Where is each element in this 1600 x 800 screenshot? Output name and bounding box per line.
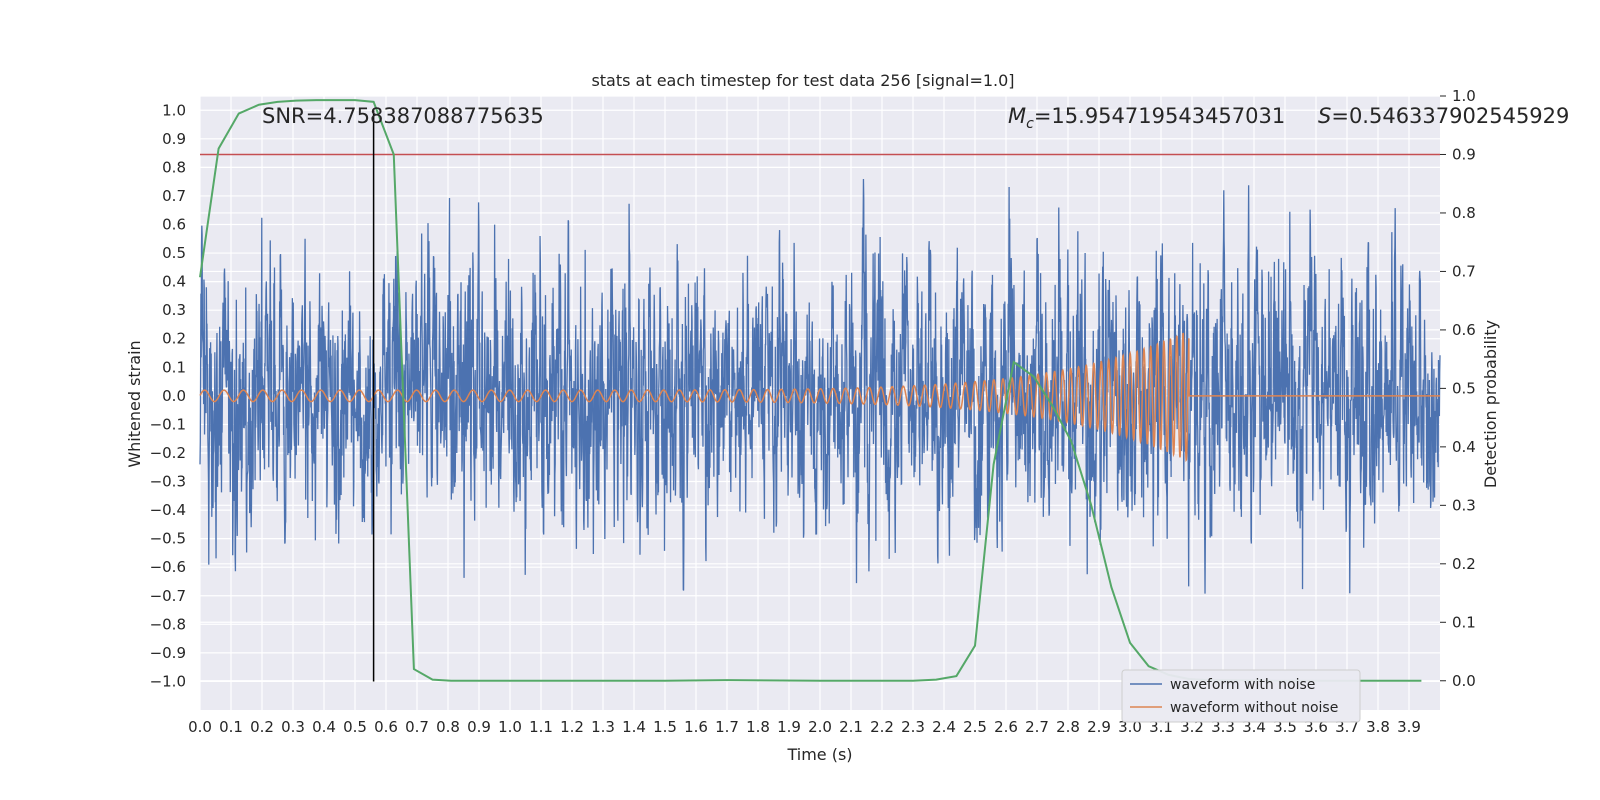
- x-tick-label: 0.4: [312, 718, 336, 736]
- y-tick-label-right: 0.3: [1452, 496, 1476, 514]
- x-axis-label: Time (s): [786, 745, 852, 764]
- x-tick-label: 2.3: [901, 718, 925, 736]
- x-tick-label: 0.9: [467, 718, 491, 736]
- left-y-axis-ticks: 1.0 0.9 0.8 0.7 0.6 0.5 0.4 0.3 0.2 0.1 0.0 −0.1 −0.…: [150, 101, 186, 690]
- y-tick-label-left: −0.6: [150, 558, 186, 576]
- y-tick-label-left: −0.7: [150, 587, 186, 605]
- y-tick-label-left: −0.4: [150, 501, 186, 519]
- x-tick-label: 2.1: [839, 718, 863, 736]
- x-tick-label: 1.8: [746, 718, 770, 736]
- detection-probability-series: [199, 99, 1422, 682]
- y-tick-label-right: 0.8: [1452, 204, 1476, 222]
- chirp-mass-value: =15.954719543457031: [1034, 104, 1285, 128]
- x-tick-label: 0.0: [188, 718, 212, 736]
- y-tick-label-left: 0.1: [162, 358, 186, 376]
- x-tick-label: 0.1: [219, 718, 243, 736]
- chirp-mass-annotation: Mc=15.954719543457031: [1008, 104, 1285, 132]
- y-tick-label-right: 1.0: [1452, 87, 1476, 105]
- waveform-without-noise-series: [199, 332, 1440, 463]
- x-tick-label: 1.7: [715, 718, 739, 736]
- x-tick-label: 1.2: [560, 718, 584, 736]
- x-tick-label: 2.2: [870, 718, 894, 736]
- x-tick-label: 1.6: [684, 718, 708, 736]
- y-tick-label-left: 0.5: [162, 244, 186, 262]
- y-tick-label-left: 1.0: [162, 101, 186, 119]
- detection-probability-line: [199, 99, 1422, 682]
- x-tick-label: 0.3: [281, 718, 305, 736]
- clean-waveform-line: [199, 332, 1440, 463]
- x-tick-label: 1.0: [498, 718, 522, 736]
- x-tick-label: 0.5: [343, 718, 367, 736]
- y-tick-label-right: 0.6: [1452, 321, 1476, 339]
- y-tick-label-right: 0.9: [1452, 145, 1476, 163]
- y-tick-label-left: 0.7: [162, 187, 186, 205]
- right-y-axis-label: Detection probability: [1481, 320, 1500, 488]
- x-tick-label: 1.9: [777, 718, 801, 736]
- x-tick-label: 1.3: [591, 718, 615, 736]
- y-tick-label-left: 0.3: [162, 301, 186, 319]
- x-tick-label: 0.6: [374, 718, 398, 736]
- y-tick-label-left: −0.8: [150, 615, 186, 633]
- x-tick-label: 2.6: [994, 718, 1018, 736]
- x-tick-label: 2.5: [963, 718, 987, 736]
- x-tick-label: 3.9: [1397, 718, 1421, 736]
- x-tick-label: 2.0: [808, 718, 832, 736]
- spin-annotation: S=0.546337902545929: [1318, 104, 1569, 128]
- y-tick-label-left: −0.3: [150, 473, 186, 491]
- x-tick-label: 2.4: [932, 718, 956, 736]
- y-tick-label-left: 0.4: [162, 273, 186, 291]
- y-tick-label-left: −0.9: [150, 644, 186, 662]
- left-y-axis-label: Whitened strain: [125, 340, 144, 467]
- noise-waveform-line: [199, 178, 1441, 594]
- y-tick-label-right: 0.5: [1452, 379, 1476, 397]
- legend: waveform with noise waveform without noi…: [1121, 669, 1361, 723]
- x-tick-label: 2.7: [1025, 718, 1049, 736]
- legend-entry-noise: waveform with noise: [1170, 677, 1315, 693]
- y-tick-label-left: 0.0: [162, 387, 186, 405]
- spin-value: =0.546337902545929: [1331, 104, 1569, 128]
- y-tick-label-right: 0.1: [1452, 613, 1476, 631]
- y-tick-label-left: 0.9: [162, 130, 186, 148]
- y-tick-label-left: −0.1: [150, 415, 186, 433]
- right-y-axis-ticks: 1.0 0.9 0.8 0.7 0.6 0.5 0.4 0.3 0.2 0.1 0.0: [1440, 87, 1476, 690]
- y-tick-label-right: 0.7: [1452, 262, 1476, 280]
- x-tick-label: 0.2: [250, 718, 274, 736]
- spin-symbol: S: [1318, 104, 1331, 128]
- y-tick-label-left: 0.8: [162, 158, 186, 176]
- x-tick-label: 0.8: [436, 718, 460, 736]
- y-tick-label-right: 0.0: [1452, 672, 1476, 690]
- y-tick-label-right: 0.2: [1452, 555, 1476, 573]
- y-tick-label-right: 0.4: [1452, 438, 1476, 456]
- y-tick-label-left: 0.6: [162, 216, 186, 234]
- x-tick-label: 2.9: [1087, 718, 1111, 736]
- y-tick-label-left: −1.0: [150, 672, 186, 690]
- waveform-with-noise-series: [199, 178, 1441, 594]
- chirp-mass-subscript: c: [1026, 116, 1034, 132]
- x-tick-label: 1.4: [622, 718, 646, 736]
- y-tick-label-left: −0.5: [150, 530, 186, 548]
- y-tick-label-left: −0.2: [150, 444, 186, 462]
- legend-box: [1121, 669, 1361, 723]
- chirp-mass-symbol: M: [1008, 104, 1026, 128]
- y-tick-label-left: 0.2: [162, 330, 186, 348]
- x-tick-label: 1.1: [529, 718, 553, 736]
- snr-annotation: SNR=4.758387088775635: [262, 104, 544, 128]
- chart-title: stats at each timestep for test data 256…: [591, 71, 1014, 90]
- x-tick-label: 2.8: [1056, 718, 1080, 736]
- legend-entry-clean: waveform without noise: [1170, 700, 1338, 716]
- x-tick-label: 3.8: [1366, 718, 1390, 736]
- x-tick-label: 0.7: [405, 718, 429, 736]
- x-tick-label: 1.5: [653, 718, 677, 736]
